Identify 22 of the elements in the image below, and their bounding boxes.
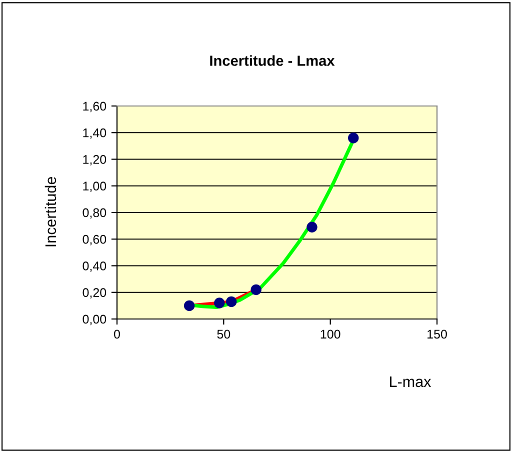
y-tick-label: 0,40 — [82, 262, 106, 272]
y-tick-label: 1,60 — [83, 102, 106, 112]
y-tick-label: 0,80 — [82, 208, 106, 219]
x-axis-title: L-max — [390, 376, 432, 388]
x-tick-label: 100 — [320, 330, 340, 339]
y-tick-label: 1,00 — [83, 182, 106, 192]
point — [184, 300, 195, 312]
chart-title: Incertitude - Lmax — [210, 55, 335, 66]
y-tick-label: 0,00 — [82, 314, 106, 326]
x-tick-label: 150 — [428, 330, 447, 339]
point — [226, 296, 237, 308]
point — [306, 222, 318, 232]
y-tick-label: 1,20 — [83, 155, 106, 166]
x-tick-label: 0 — [114, 330, 120, 339]
point — [250, 284, 262, 296]
y-tick-label: 0,60 — [82, 234, 106, 246]
point — [348, 132, 359, 144]
x-tick-label: 50 — [217, 330, 230, 339]
point — [214, 298, 225, 308]
y-tick-label: 1,40 — [83, 128, 106, 139]
y-axis-title: Incertitude — [44, 177, 56, 246]
y-tick-label: 0,20 — [82, 288, 106, 299]
